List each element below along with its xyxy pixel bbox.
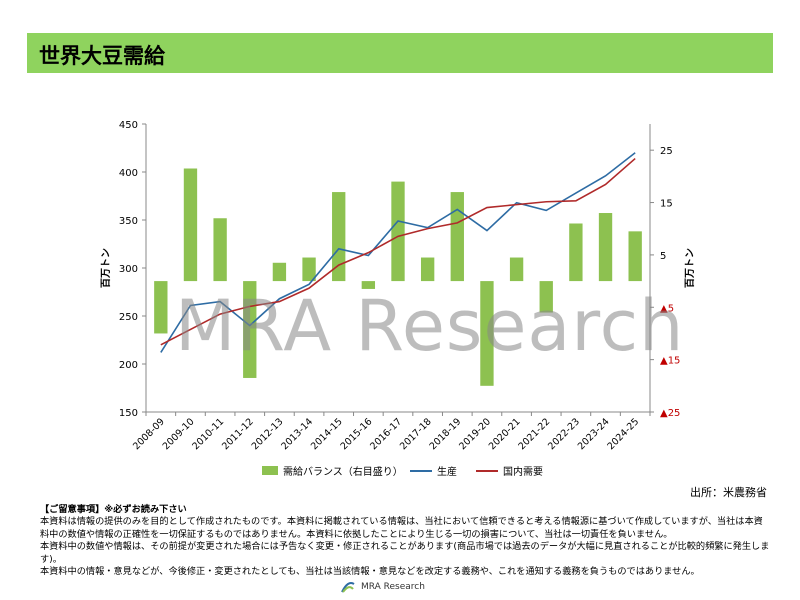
right-tick-label: 5	[660, 251, 666, 262]
balance-bar	[509, 257, 524, 282]
balance-bar	[302, 257, 316, 282]
x-tick-label: 2009-10	[161, 416, 197, 452]
x-tick-label: 2013-14	[279, 416, 315, 452]
right-tick-label: 15	[660, 199, 673, 210]
right-tick-label: ▲25	[660, 408, 680, 419]
balance-bar	[154, 281, 168, 334]
balance-bar	[272, 262, 287, 282]
balance-bar	[361, 281, 376, 289]
balance-bar	[213, 218, 227, 282]
left-tick-label: 250	[119, 312, 138, 323]
x-tick-label: 2017-18	[398, 416, 434, 452]
x-tick-label: 2012-13	[250, 416, 286, 452]
balance-bar	[420, 257, 435, 282]
balance-bar	[243, 281, 257, 378]
right-tick-label: 25	[660, 146, 673, 157]
balance-bar	[569, 223, 583, 282]
x-tick-label: 2018-19	[428, 416, 464, 452]
left-tick-label: 450	[119, 120, 138, 131]
x-tick-label: 2023-24	[576, 416, 612, 452]
x-tick-label: 2016-17	[368, 416, 404, 452]
page-title: 世界大豆需給	[39, 44, 165, 68]
balance-bar	[480, 281, 494, 386]
x-tick-label: 2020-21	[487, 416, 523, 452]
balance-bar	[539, 281, 553, 313]
notes-line: 本資料は情報の提供のみを目的として作成されたものです。本資料に掲載されている情報…	[40, 516, 763, 540]
notes-line: 本資料中の数値や情報は、その前提が変更された場合には予告なく変更・修正されること…	[40, 541, 770, 565]
mra-logo-icon	[341, 582, 355, 593]
left-axis-label: 百万トン	[100, 248, 112, 288]
notes-heading: 【ご留意事項】※必ずお読み下さい	[40, 504, 187, 515]
balance-bar	[391, 181, 405, 282]
legend-label-balance: 需給バランス（右目盛り）	[283, 465, 403, 478]
x-tick-label: 2021-22	[517, 416, 553, 452]
consumption-line	[160, 157, 636, 346]
x-tick-label: 2019-20	[457, 416, 493, 452]
footer-logo-text: MRA Research	[361, 582, 425, 592]
x-tick-label: 2024-25	[605, 416, 641, 452]
balance-bar	[450, 192, 464, 282]
balance-bar	[183, 168, 198, 282]
x-tick-label: 2014-15	[309, 416, 345, 452]
left-tick-label: 150	[119, 408, 138, 419]
title-bar: 世界大豆需給	[27, 33, 773, 73]
left-tick-label: 300	[119, 264, 138, 275]
legend-label-consumption: 国内需要	[503, 465, 543, 478]
notes-line: 本資料中の情報・意見などが、今後修正・変更されたとしても、当社は当該情報・意見な…	[40, 566, 700, 578]
balance-bar	[628, 231, 642, 282]
legend-label-production: 生産	[437, 465, 457, 478]
left-tick-label: 200	[119, 360, 138, 371]
production-line	[160, 152, 636, 353]
balance-bar	[598, 213, 613, 282]
footer-logo: MRA Research	[340, 580, 425, 594]
x-tick-label: 2010-11	[190, 416, 226, 452]
right-tick-label: ▲5	[660, 303, 674, 314]
right-tick-label: ▲15	[660, 356, 680, 367]
left-tick-label: 350	[119, 216, 138, 227]
x-tick-label: 2008-09	[131, 416, 167, 452]
source-label: 出所：米農務省	[690, 486, 767, 499]
balance-bar	[332, 192, 346, 282]
left-tick-label: 400	[119, 168, 138, 179]
disclaimer-notes: 【ご留意事項】※必ずお読み下さい 本資料は情報の提供のみを目的として作成されたも…	[40, 504, 770, 578]
x-tick-label: 2011-12	[220, 416, 256, 452]
right-axis-label: 百万トン	[684, 248, 696, 288]
legend-swatch-balance	[262, 466, 278, 475]
x-tick-label: 2015-16	[339, 416, 375, 452]
x-tick-label: 2022-23	[546, 416, 582, 452]
